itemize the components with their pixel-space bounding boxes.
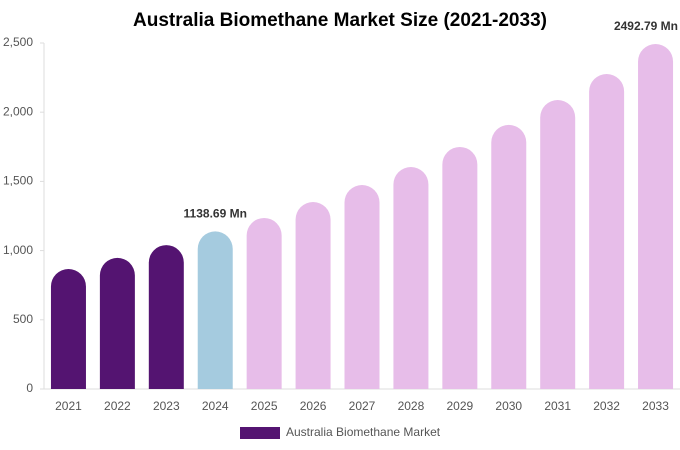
x-tick-label: 2027 bbox=[349, 399, 376, 413]
x-tick-label: 2029 bbox=[446, 399, 473, 413]
y-tick-label: 1,500 bbox=[3, 174, 33, 188]
value-label: 1138.69 Mn bbox=[184, 207, 247, 221]
bar bbox=[442, 146, 478, 389]
bar bbox=[589, 74, 625, 390]
x-tick-label: 2024 bbox=[202, 399, 229, 413]
value-label: 2492.79 Mn bbox=[614, 19, 678, 33]
x-tick-label: 2033 bbox=[642, 399, 669, 413]
x-tick-label: 2030 bbox=[495, 399, 522, 413]
x-tick-label: 2023 bbox=[153, 399, 180, 413]
bar bbox=[344, 184, 380, 389]
bar bbox=[295, 202, 331, 389]
bar bbox=[148, 245, 184, 389]
x-tick-label: 2022 bbox=[104, 399, 131, 413]
bar bbox=[393, 167, 429, 389]
y-tick-label: 0 bbox=[26, 381, 33, 395]
chart-title: Australia Biomethane Market Size (2021-2… bbox=[133, 10, 547, 31]
bar bbox=[540, 100, 576, 389]
bar bbox=[246, 217, 282, 389]
legend-swatch bbox=[240, 427, 280, 439]
x-tick-label: 2028 bbox=[398, 399, 425, 413]
bar bbox=[638, 43, 674, 389]
y-tick-label: 1,000 bbox=[3, 243, 33, 257]
legend-label: Australia Biomethane Market bbox=[286, 425, 441, 439]
bar bbox=[491, 124, 527, 389]
x-tick-label: 2025 bbox=[251, 399, 278, 413]
bar bbox=[197, 231, 233, 389]
x-tick-label: 2032 bbox=[593, 399, 620, 413]
y-tick-label: 2,500 bbox=[3, 35, 33, 49]
x-tick-label: 2021 bbox=[55, 399, 82, 413]
bar bbox=[50, 269, 86, 389]
x-tick-label: 2031 bbox=[544, 399, 571, 413]
y-tick-label: 2,000 bbox=[3, 104, 33, 118]
y-tick-label: 500 bbox=[13, 312, 33, 326]
x-tick-label: 2026 bbox=[300, 399, 327, 413]
bar bbox=[99, 257, 135, 389]
